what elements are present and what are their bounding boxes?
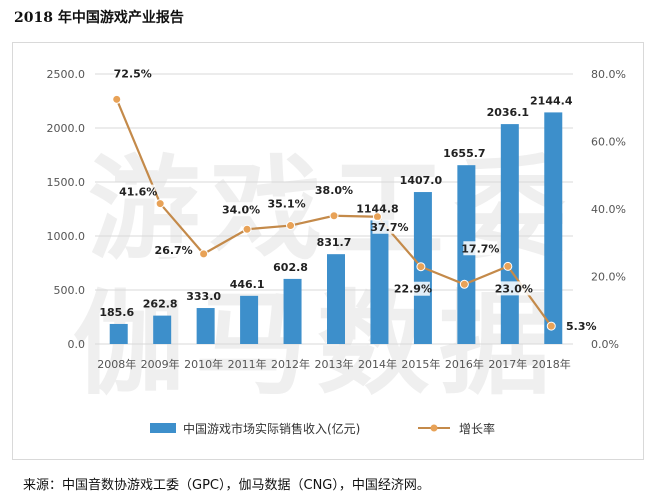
y-left-tick-label: 1500.0 bbox=[47, 176, 86, 189]
x-tick-label: 2010年 bbox=[184, 357, 223, 371]
x-tick-label: 2016年 bbox=[445, 357, 484, 371]
x-tick-label: 2012年 bbox=[271, 357, 310, 371]
growth-label-bg bbox=[269, 196, 304, 211]
bar bbox=[500, 124, 519, 344]
growth-label-bg bbox=[115, 66, 150, 81]
growth-data-label: 26.7% bbox=[155, 244, 193, 257]
growth-point bbox=[199, 249, 209, 259]
chart-frame: 游戏工委 伽马数据 0.0 500.0 1000.0 1500.0 2000.0 2500… bbox=[12, 42, 644, 460]
bar-series: 185.6 262.8 333.0 446.1 602.8 831.7 1144.8 1407… bbox=[99, 94, 573, 344]
bar-data-label: 2036.1 bbox=[487, 106, 529, 119]
source-note: 来源：中国音数协游戏工委（GPC），伽马数据（CNG），中国经济网。 bbox=[23, 478, 430, 493]
legend-line-label: 增长率 bbox=[459, 421, 495, 436]
x-axis: 2008年 2009年 2010年 2011年 2012年 2013年 2014年 2015年… bbox=[97, 357, 571, 371]
y-right-tick-label: 40.0% bbox=[591, 203, 626, 216]
legend-bar-label: 中国游戏市场实际销售收入(亿元) bbox=[183, 421, 360, 436]
x-tick-label: 2009年 bbox=[141, 357, 180, 371]
growth-label-bg bbox=[395, 281, 430, 296]
bar-data-label: 333.0 bbox=[186, 290, 221, 303]
growth-point bbox=[546, 321, 556, 331]
x-tick-label: 2014年 bbox=[358, 357, 397, 371]
growth-label-bg bbox=[224, 202, 259, 217]
bar bbox=[283, 278, 302, 344]
growth-label-bg bbox=[121, 184, 156, 199]
growth-label-bg bbox=[463, 241, 498, 256]
x-tick-label: 2011年 bbox=[228, 357, 267, 371]
growth-data-label: 41.6% bbox=[119, 186, 157, 199]
page-title: 2018 年中国游戏产业报告 bbox=[14, 10, 184, 26]
bar-data-label: 2144.4 bbox=[530, 94, 573, 107]
bar-data-label: 1407.0 bbox=[400, 174, 443, 187]
x-tick-label: 2013年 bbox=[315, 357, 354, 371]
growth-point bbox=[112, 94, 122, 104]
growth-data-label: 38.0% bbox=[315, 184, 353, 197]
growth-data-label: 22.9% bbox=[394, 283, 432, 296]
x-tick-label: 2015年 bbox=[401, 357, 440, 371]
bar-data-label: 1655.7 bbox=[443, 147, 485, 160]
growth-label-bg bbox=[317, 182, 351, 197]
y-right-tick-label: 60.0% bbox=[591, 136, 626, 149]
growth-label-bg bbox=[372, 219, 407, 234]
x-tick-label: 2008年 bbox=[97, 357, 136, 371]
growth-data-label: 23.0% bbox=[495, 282, 533, 295]
growth-data-label: 17.7% bbox=[461, 242, 499, 255]
bar bbox=[327, 254, 345, 344]
bar bbox=[196, 308, 215, 344]
y-right-tick-label: 20.0% bbox=[591, 271, 626, 284]
y-right-tick-label: 0.0% bbox=[591, 338, 619, 351]
bar-data-label: 262.8 bbox=[143, 298, 178, 311]
y-left-tick-label: 2500.0 bbox=[47, 68, 86, 81]
bar bbox=[370, 220, 389, 344]
growth-point bbox=[242, 224, 252, 234]
bar bbox=[109, 323, 128, 344]
bar-data-label: 602.8 bbox=[273, 261, 308, 274]
y-left-tick-label: 0.0 bbox=[68, 338, 86, 351]
growth-label-bg bbox=[564, 319, 599, 334]
growth-label-bg bbox=[496, 281, 531, 296]
growth-point bbox=[286, 221, 296, 231]
bar-data-label: 446.1 bbox=[230, 278, 265, 291]
growth-data-label: 5.3% bbox=[566, 320, 597, 333]
y-left-tick-label: 2000.0 bbox=[47, 122, 86, 135]
line-series: 72.5% 41.6% 26.7% 34.0% 35.1% 38.0% 37.7% 22.9%… bbox=[112, 66, 599, 334]
bar-data-label: 831.7 bbox=[317, 236, 352, 249]
x-tick-label: 2018年 bbox=[532, 357, 571, 371]
growth-data-label: 35.1% bbox=[267, 198, 305, 211]
growth-data-label: 34.0% bbox=[222, 203, 260, 216]
growth-point bbox=[416, 262, 426, 272]
growth-data-label: 72.5% bbox=[114, 67, 152, 80]
growth-data-label: 37.7% bbox=[370, 221, 408, 234]
bar-data-label: 1144.8 bbox=[356, 202, 398, 215]
growth-label-bg bbox=[156, 242, 191, 257]
y-left-tick-label: 500.0 bbox=[54, 284, 86, 297]
bar bbox=[240, 295, 259, 344]
growth-point bbox=[329, 211, 339, 221]
legend-bar-swatch bbox=[150, 423, 176, 433]
y-right-tick-label: 80.0% bbox=[591, 68, 626, 81]
growth-point bbox=[459, 279, 469, 289]
growth-point bbox=[503, 261, 513, 271]
y-axis-right: 0.0% 20.0% 40.0% 60.0% 80.0% bbox=[591, 68, 626, 351]
chart: 游戏工委 伽马数据 0.0500.01000.01500.02000.02500… bbox=[47, 66, 626, 436]
growth-point bbox=[372, 212, 382, 222]
y-left-tick-label: 1000.0 bbox=[47, 230, 86, 243]
y-axis-left: 0.0 500.0 1000.0 1500.0 2000.0 2500.0 bbox=[47, 68, 86, 351]
legend: 中国游戏市场实际销售收入(亿元) 增长率 bbox=[150, 421, 495, 436]
legend-line-marker bbox=[430, 424, 438, 432]
bar bbox=[153, 315, 172, 344]
growth-point bbox=[155, 199, 165, 209]
bar bbox=[544, 112, 563, 344]
x-tick-label: 2017年 bbox=[488, 357, 527, 371]
bar-data-label: 185.6 bbox=[99, 306, 134, 319]
